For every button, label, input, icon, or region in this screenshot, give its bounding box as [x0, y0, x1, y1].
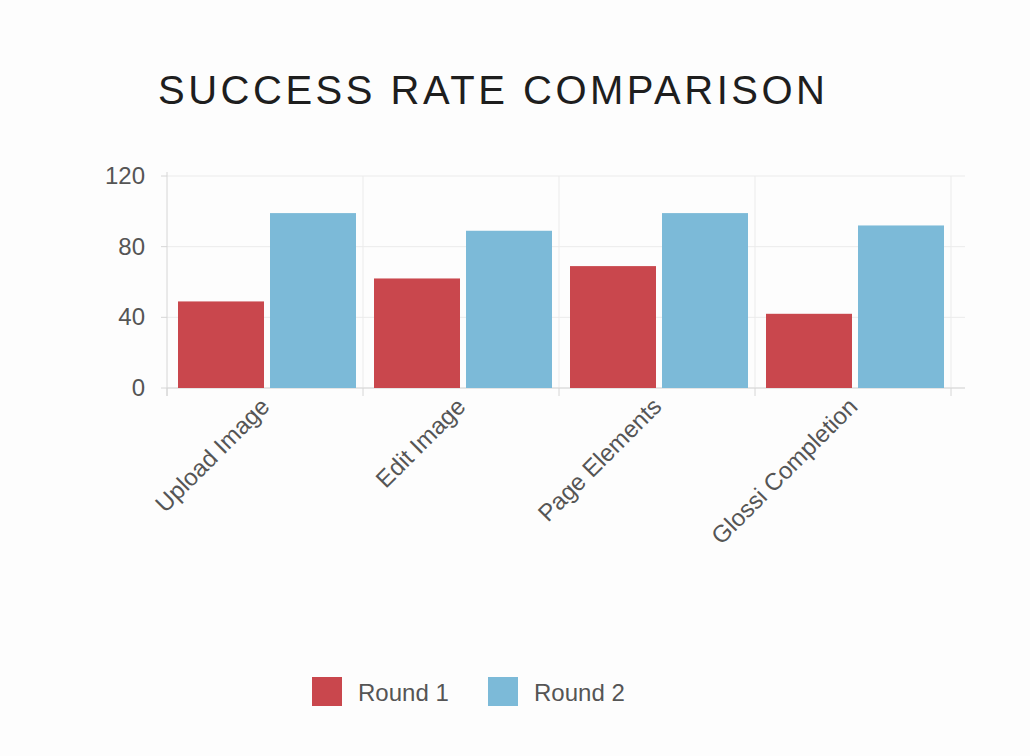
y-axis: [167, 172, 168, 396]
bar: [178, 301, 264, 388]
y-tick-label: 0: [132, 374, 145, 401]
y-tick: [161, 388, 167, 389]
legend-label: Round 2: [534, 679, 625, 706]
bar: [766, 314, 852, 388]
x-tick: [951, 388, 952, 396]
y-tick-label: 120: [105, 162, 145, 189]
x-tick-label: Glossi Completion: [706, 392, 863, 549]
bars: [178, 213, 944, 388]
category-divider: [559, 176, 560, 388]
y-tick: [161, 176, 167, 177]
legend-swatch: [312, 677, 342, 706]
bar: [466, 231, 552, 388]
y-tick-label: 40: [118, 303, 145, 330]
grid: [167, 176, 965, 388]
category-divider: [363, 176, 364, 388]
grid-line: [167, 176, 965, 177]
chart: SUCCESS RATE COMPARISON 0 40 80 120 Upload Im…: [0, 0, 1030, 756]
y-tick: [161, 317, 167, 318]
bar: [858, 225, 944, 388]
x-tick-label: Upload Image: [150, 392, 275, 517]
x-tick: [559, 388, 560, 396]
category-divider: [755, 176, 756, 388]
y-tick-label: 80: [118, 233, 145, 260]
bar: [662, 213, 748, 388]
title: SUCCESS RATE COMPARISON: [158, 68, 825, 112]
legend-label: Round 1: [358, 679, 449, 706]
x-tick: [363, 388, 364, 396]
y-tick: [161, 246, 167, 247]
category-divider: [951, 176, 952, 388]
x-tick-label: Page Elements: [532, 392, 666, 526]
legend-swatch: [488, 677, 518, 706]
bar: [374, 278, 460, 388]
bar: [270, 213, 356, 388]
x-tick-label: Edit Image: [370, 392, 470, 492]
x-tick: [167, 388, 168, 396]
legend: Round 1 Round 2: [312, 677, 625, 706]
bar: [570, 266, 656, 388]
x-tick: [755, 388, 756, 396]
